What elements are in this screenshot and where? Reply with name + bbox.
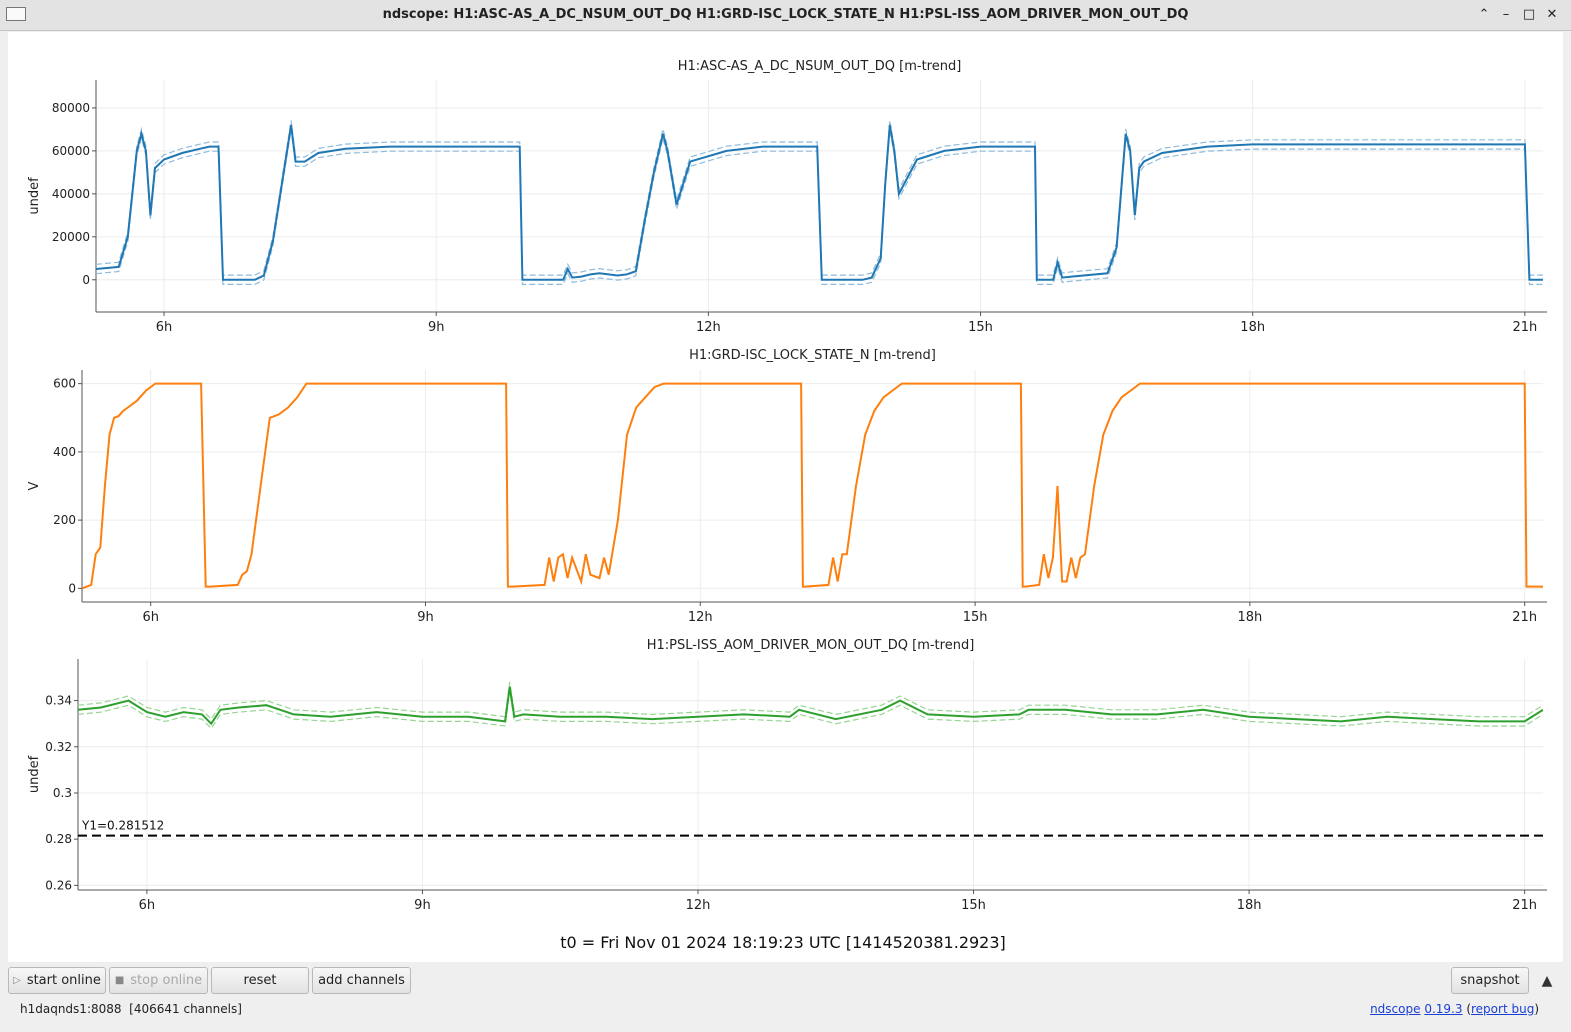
- version-info: ndscope 0.19.3 (report bug): [1370, 1002, 1539, 1016]
- series-min-trace: [78, 691, 1543, 730]
- x-tick-label: 21h: [1512, 320, 1537, 335]
- channel-count: [406641 channels]: [129, 1002, 242, 1016]
- report-bug-link[interactable]: report bug: [1471, 1002, 1535, 1016]
- start-online-label: start online: [26, 973, 101, 988]
- x-tick-label: 12h: [688, 610, 713, 625]
- chart-3: H1:PSL-ISS_AOM_DRIVER_MON_OUT_DQ [m-tren…: [27, 638, 1547, 913]
- collapse-panel-icon[interactable]: ▲: [1541, 972, 1553, 989]
- y-tick-label: 600: [53, 377, 76, 391]
- start-online-button[interactable]: ▷ start online: [8, 967, 106, 994]
- x-tick-label: 21h: [1512, 898, 1537, 913]
- chart-title: H1:PSL-ISS_AOM_DRIVER_MON_OUT_DQ [m-tren…: [647, 638, 975, 653]
- series-mean-trace: [96, 124, 1543, 281]
- series-mean-trace: [78, 686, 1543, 726]
- series-group: [78, 682, 1543, 730]
- series-mean-trace: [82, 382, 1543, 590]
- window-titlebar: ndscope: H1:ASC-AS_A_DC_NSUM_OUT_DQ H1:G…: [0, 0, 1571, 31]
- t0-label: t0 = Fri Nov 01 2024 18:19:23 UTC [14145…: [560, 933, 1006, 952]
- y-tick-label: 0.34: [45, 694, 72, 708]
- series-max-trace: [78, 682, 1543, 721]
- x-tick-label: 9h: [414, 898, 431, 913]
- y-tick-label: 60000: [52, 144, 90, 158]
- series-min-trace: [96, 129, 1543, 285]
- window-up-button[interactable]: ⌃: [1478, 7, 1490, 22]
- x-tick-label: 9h: [417, 610, 434, 625]
- y-tick-label: 0.3: [53, 786, 72, 800]
- y-cursor-label: Y1=0.281512: [81, 819, 164, 833]
- x-tick-label: 21h: [1512, 610, 1537, 625]
- version-link[interactable]: 0.19.3: [1424, 1002, 1463, 1016]
- y-tick-label: 40000: [52, 187, 90, 201]
- chart-title: H1:GRD-ISC_LOCK_STATE_N [m-trend]: [689, 348, 936, 363]
- y-tick-label: 0: [68, 581, 76, 595]
- window-title: ndscope: H1:ASC-AS_A_DC_NSUM_OUT_DQ H1:G…: [382, 7, 1189, 22]
- stop-icon: ■: [114, 975, 125, 986]
- x-tick-label: 18h: [1237, 610, 1262, 625]
- x-tick-label: 15h: [968, 320, 993, 335]
- server-address: h1daqnds1:8088: [20, 1002, 122, 1016]
- chart-title: H1:ASC-AS_A_DC_NSUM_OUT_DQ [m-trend]: [678, 59, 962, 74]
- y-axis-label: undef: [27, 177, 42, 215]
- y-tick-label: 0.28: [45, 832, 72, 846]
- add-channels-button[interactable]: add channels: [312, 967, 411, 994]
- stop-online-label: stop online: [130, 973, 203, 988]
- window-maximize-button[interactable]: □: [1522, 7, 1536, 22]
- x-tick-label: 9h: [428, 320, 445, 335]
- series-group: [82, 382, 1543, 590]
- x-tick-label: 6h: [139, 898, 156, 913]
- y-tick-label: 0: [82, 273, 90, 287]
- y-tick-label: 0.32: [45, 740, 72, 754]
- y-axis-label: undef: [27, 755, 42, 793]
- reset-button[interactable]: reset: [211, 967, 309, 994]
- play-icon: ▷: [13, 975, 21, 986]
- y-tick-label: 400: [53, 445, 76, 459]
- window-close-button[interactable]: ✕: [1546, 7, 1558, 22]
- window-minimize-button[interactable]: –: [1502, 7, 1510, 22]
- x-tick-label: 6h: [156, 320, 173, 335]
- connection-status: h1daqnds1:8088 [406641 channels]: [20, 1002, 242, 1016]
- y-axis-label: V: [27, 481, 42, 490]
- x-tick-label: 18h: [1240, 320, 1265, 335]
- x-tick-label: 15h: [961, 898, 986, 913]
- y-tick-label: 200: [53, 513, 76, 527]
- chart-2: H1:GRD-ISC_LOCK_STATE_N [m-trend] V 0 200 40…: [27, 348, 1547, 625]
- app-icon[interactable]: [6, 7, 26, 21]
- x-tick-label: 15h: [963, 610, 988, 625]
- x-tick-label: 6h: [142, 610, 159, 625]
- x-tick-label: 12h: [686, 898, 711, 913]
- chart-1: H1:ASC-AS_A_DC_NSUM_OUT_DQ [m-trend] unde…: [27, 59, 1547, 335]
- y-tick-label: 20000: [52, 230, 90, 244]
- plot-area: t0 = Fri Nov 01 2024 18:19:23 UTC [14145…: [8, 32, 1563, 962]
- y-tick-label: 0.26: [45, 878, 72, 892]
- stop-online-button[interactable]: ■ stop online: [109, 967, 208, 994]
- x-tick-label: 12h: [696, 320, 721, 335]
- series-group: [96, 120, 1543, 285]
- app-link[interactable]: ndscope: [1370, 1002, 1421, 1016]
- snapshot-button[interactable]: snapshot: [1451, 967, 1529, 994]
- plots-svg[interactable]: t0 = Fri Nov 01 2024 18:19:23 UTC [14145…: [8, 32, 1563, 962]
- y-tick-label: 80000: [52, 101, 90, 115]
- x-tick-label: 18h: [1237, 898, 1262, 913]
